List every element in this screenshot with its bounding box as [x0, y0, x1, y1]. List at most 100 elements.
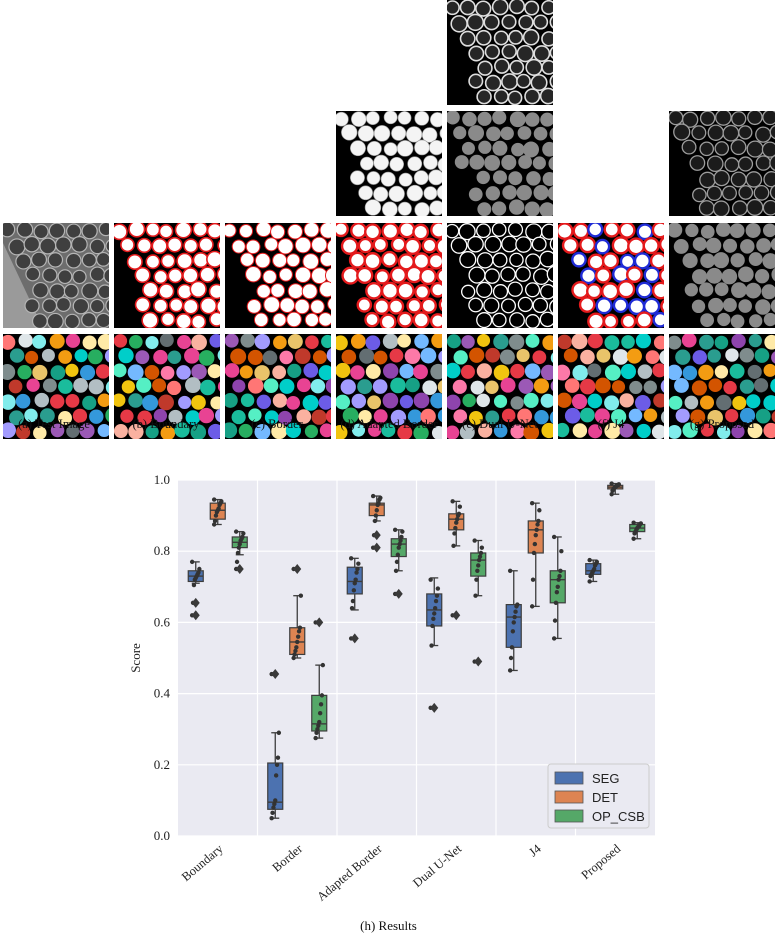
data-point: [536, 518, 541, 524]
data-point: [477, 554, 483, 559]
data-point: [591, 566, 597, 572]
data-point: [189, 559, 195, 565]
box-seg-0: [187, 559, 204, 621]
box-det-4: [527, 500, 544, 609]
box-op_csb-3: [470, 538, 487, 667]
data-point: [270, 810, 275, 816]
data-point: [512, 614, 517, 620]
y-tick-label: 0.2: [154, 757, 170, 772]
box-det-0: [209, 497, 226, 527]
data-point: [269, 816, 274, 821]
box-op_csb-5: [629, 520, 646, 541]
legend-label: DET: [592, 790, 618, 805]
data-point: [616, 482, 622, 487]
box-op_csb-2: [390, 527, 407, 599]
data-point: [394, 559, 400, 565]
data-point: [297, 625, 303, 630]
data-point: [557, 573, 562, 579]
outlier-marker: [191, 610, 200, 621]
data-point: [507, 668, 513, 673]
data-point: [216, 506, 221, 511]
image-tile-adapted_border-row2: [336, 223, 442, 328]
data-point: [631, 536, 636, 541]
y-axis-ticks: 0.0 0.2 0.4 0.6 0.8 1.0: [154, 472, 171, 843]
data-point: [351, 588, 357, 593]
image-tile-adapted_border-row3: [336, 334, 442, 439]
data-point: [374, 508, 379, 513]
data-point: [274, 762, 280, 767]
box-seg-5: [585, 557, 602, 584]
box-det-2: [368, 493, 385, 553]
data-point: [376, 500, 381, 506]
image-tile-boundary-row3: [114, 334, 220, 439]
data-point: [638, 521, 644, 526]
image-tile-dual_unet-row0: [447, 0, 553, 105]
image-tile-dual_unet-row1: [447, 111, 553, 216]
data-point: [453, 525, 458, 531]
data-point: [559, 549, 564, 554]
image-tile-adapted_border-row1: [336, 111, 442, 216]
data-point: [353, 577, 358, 582]
data-point: [428, 577, 433, 582]
data-point: [551, 636, 557, 641]
data-point: [587, 579, 592, 584]
data-point: [392, 527, 398, 533]
data-point: [456, 511, 462, 517]
data-point: [354, 570, 359, 575]
data-point: [429, 643, 434, 648]
data-point: [476, 563, 481, 568]
data-point: [370, 493, 376, 499]
box-op_csb-4: [549, 534, 566, 641]
data-point: [211, 522, 217, 527]
data-point: [532, 541, 538, 547]
data-point: [434, 593, 440, 598]
image-tile-border-row2: [225, 223, 331, 328]
outlier-marker: [271, 669, 280, 680]
x-tick-label: Adapted Border: [314, 841, 385, 904]
data-point: [295, 634, 301, 639]
results-boxplot: 0.0 0.2 0.4 0.6 0.8 1.0 Boundary Border Adapted…: [128, 472, 655, 904]
data-point: [513, 609, 518, 614]
data-point: [398, 538, 403, 543]
data-point: [507, 568, 513, 573]
data-point: [475, 568, 480, 573]
box-seg-2: [346, 556, 363, 644]
box-seg-3: [426, 577, 443, 713]
data-point: [240, 534, 245, 540]
data-point: [432, 605, 438, 611]
data-point: [631, 520, 636, 525]
data-point: [378, 495, 383, 500]
data-point: [314, 730, 319, 735]
caption-border: (c) Border: [251, 417, 303, 431]
data-point: [213, 513, 219, 518]
data-point: [454, 520, 459, 525]
data-point: [509, 645, 515, 650]
data-point: [191, 582, 197, 588]
data-point: [234, 559, 240, 565]
box-det-1: [289, 564, 306, 661]
y-tick-label: 0.0: [154, 828, 170, 843]
data-point: [535, 522, 540, 527]
data-point: [534, 527, 539, 533]
image-tile-dual_unet-row3: [447, 334, 553, 439]
legend-swatch: [554, 790, 584, 804]
x-axis-ticks: Boundary Border Adapted Border Dual U-Net J4…: [179, 841, 624, 904]
data-point: [511, 620, 516, 625]
data-point: [472, 538, 477, 543]
data-point: [320, 662, 326, 668]
data-point: [396, 545, 401, 550]
data-point: [237, 541, 242, 547]
data-point: [537, 508, 542, 513]
image-tile-proposed-row2: [669, 223, 775, 328]
box-op_csb-1: [311, 617, 328, 741]
outlier-marker: [372, 530, 381, 541]
data-point: [553, 600, 559, 606]
image-tile-test_image-row3: [3, 334, 109, 439]
y-tick-label: 0.4: [154, 686, 171, 701]
data-point: [197, 566, 202, 572]
data-point: [479, 545, 485, 550]
data-point: [349, 605, 355, 611]
data-point: [531, 550, 537, 556]
x-tick-label: Border: [270, 841, 306, 875]
data-point: [393, 568, 399, 573]
